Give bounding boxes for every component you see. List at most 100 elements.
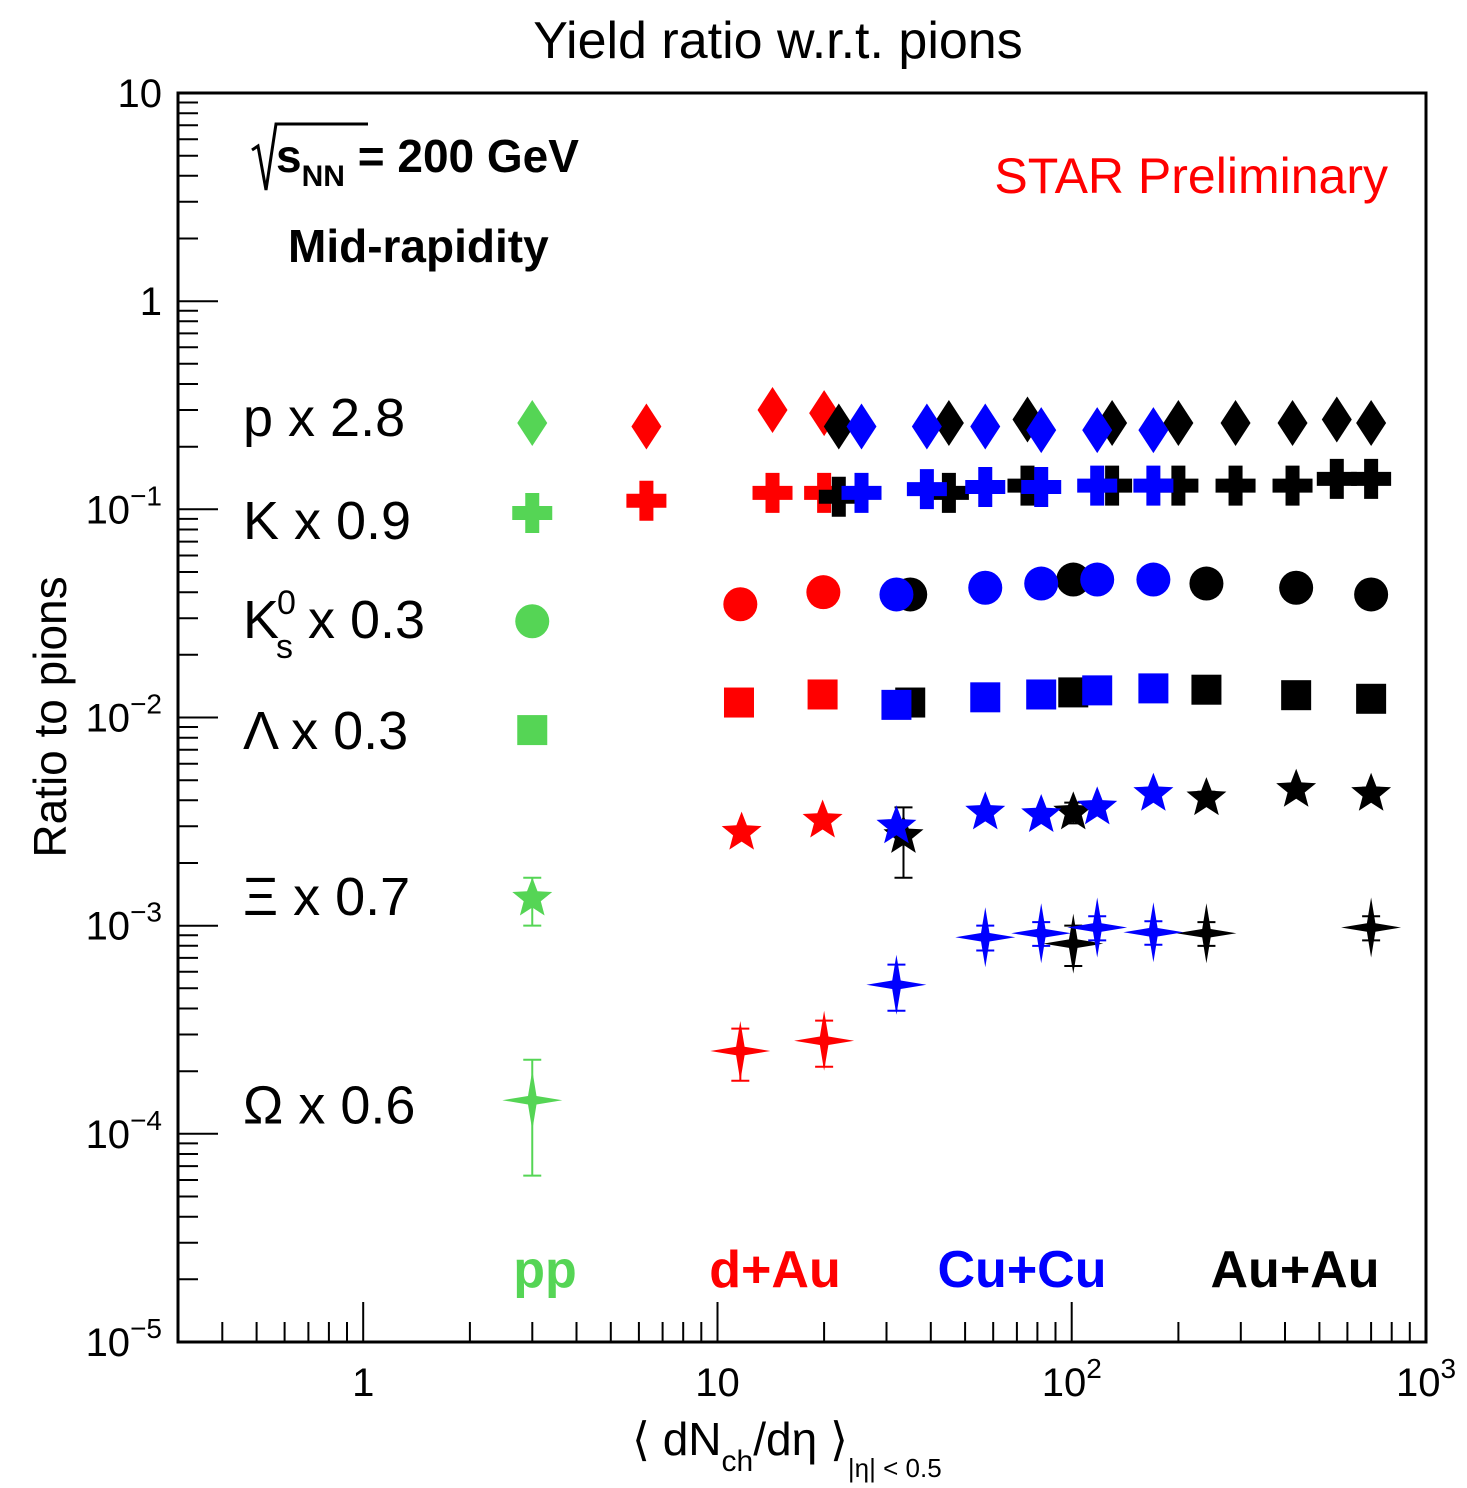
- marker-CuCu-p: [911, 403, 942, 450]
- marker-CuCu-K: [1021, 467, 1062, 508]
- marker-dAu-K: [626, 480, 667, 521]
- marker-AuAu-K: [1158, 465, 1199, 506]
- y-axis-label: Ratio to pions: [24, 576, 76, 857]
- marker-dAu-K: [752, 472, 793, 513]
- marker-AuAu-Xi: [1053, 791, 1094, 830]
- marker-CuCu-K: [1133, 465, 1174, 506]
- marker-CuCu-Xi: [1077, 786, 1118, 825]
- marker-AuAu-Omega: [1341, 897, 1402, 958]
- y-tick-label: 10−5: [86, 1313, 162, 1365]
- marker-CuCu-Lambda: [1082, 675, 1113, 706]
- marker-dAu-Xi: [721, 811, 762, 850]
- marker-AuAu-K: [1215, 465, 1256, 506]
- x-tick-label: 102: [1042, 1353, 1102, 1405]
- data-markers: [502, 387, 1402, 1177]
- x-axis-label-sub1: ch: [722, 1445, 754, 1478]
- energy-subscript: NN: [302, 160, 345, 193]
- marker-AuAu-Omega: [1176, 903, 1237, 964]
- marker-AuAu-K0s: [1189, 566, 1224, 601]
- marker-CuCu-K: [906, 469, 947, 510]
- y-tick-label: 1: [140, 280, 162, 324]
- marker-AuAu-p: [1321, 396, 1352, 443]
- marker-CuCu-K: [1077, 465, 1118, 506]
- marker-AuAu-p: [1356, 399, 1387, 446]
- marker-CuCu-K0s: [1136, 562, 1171, 597]
- marker-CuCu-Xi: [965, 791, 1006, 830]
- species-label: p x 2.8: [243, 388, 405, 448]
- species-label: K x 0.9: [243, 491, 411, 551]
- marker-AuAu-p: [823, 403, 854, 450]
- marker-AuAu-K: [928, 472, 969, 513]
- marker-dAu-K0s: [806, 575, 841, 610]
- marker-AuAu-K0s: [1354, 577, 1389, 612]
- marker-CuCu-p: [1026, 407, 1057, 454]
- marker-pp-K0s: [515, 604, 550, 639]
- species-label: K0 s x 0.3: [243, 584, 425, 666]
- marker-CuCu-Lambda: [881, 689, 912, 720]
- system-label: d+Au: [709, 1241, 840, 1299]
- marker-CuCu-K0s: [968, 570, 1003, 605]
- tick-marks: [177, 92, 1427, 1343]
- marker-CuCu-K0s: [879, 577, 914, 612]
- marker-CuCu-Omega: [1123, 902, 1184, 963]
- y-tick-label: 10−4: [86, 1105, 162, 1157]
- marker-AuAu-p: [1277, 399, 1308, 446]
- marker-CuCu-p: [846, 403, 877, 450]
- marker-dAu-Omega: [710, 1021, 771, 1081]
- energy-annotation: sNN = 200 GeV: [251, 122, 579, 193]
- marker-pp-Omega: [502, 1070, 563, 1131]
- system-label: pp: [513, 1241, 577, 1299]
- energy-value: = 200 GeV: [345, 130, 579, 182]
- x-tick-label: 1: [352, 1361, 374, 1405]
- marker-AuAu-Xi: [1186, 777, 1227, 816]
- x-axis-label-sub2: |η| < 0.5: [848, 1453, 942, 1483]
- marker-dAu-Lambda: [807, 679, 838, 710]
- x-tick-label: 10: [695, 1361, 740, 1405]
- species-label: Λ x 0.3: [243, 701, 408, 761]
- marker-CuCu-Lambda: [1026, 679, 1057, 710]
- marker-CuCu-Omega: [1011, 903, 1072, 964]
- x-axis-label: ⟨ dNch/dη ⟩|η| < 0.5: [632, 1413, 942, 1483]
- marker-dAu-p: [631, 403, 662, 450]
- marker-AuAu-p: [933, 399, 964, 446]
- marker-CuCu-Lambda: [1138, 673, 1169, 704]
- marker-CuCu-K: [965, 467, 1006, 508]
- y-tick-label: 10: [118, 72, 163, 116]
- system-label: Au+Au: [1211, 1241, 1380, 1299]
- marker-AuAu-p: [1220, 399, 1251, 446]
- marker-CuCu-Omega: [866, 954, 927, 1015]
- marker-CuCu-K0s: [1080, 562, 1115, 597]
- marker-CuCu-Xi: [876, 805, 917, 844]
- species-legend: p x 2.8 K x 0.9 K0 s x 0.3 Λ x 0.3 Ξ x 0.7 Ω x…: [243, 388, 425, 1135]
- marker-CuCu-p: [1138, 407, 1169, 454]
- marker-AuAu-Lambda: [1356, 683, 1387, 714]
- y-tick-label: 10−3: [86, 897, 162, 949]
- marker-AuAu-Omega: [1043, 913, 1104, 974]
- marker-AuAu-Xi: [1276, 768, 1317, 807]
- svg-text:sNN = 200 GeV: sNN = 200 GeV: [276, 130, 579, 193]
- y-tick-label: 10−1: [86, 480, 162, 532]
- marker-CuCu-Xi: [1133, 772, 1174, 811]
- marker-AuAu-Lambda: [1281, 680, 1312, 711]
- marker-AuAu-Lambda: [1191, 674, 1222, 705]
- marker-CuCu-K0s: [1024, 566, 1059, 601]
- marker-AuAu-K0s: [1279, 570, 1314, 605]
- axis-tick-labels: 1 10 102 103 10 1 10−1 10−2 10−3 10−4 10−5: [86, 72, 1456, 1405]
- marker-AuAu-K: [1316, 458, 1357, 499]
- marker-CuCu-p: [970, 403, 1001, 450]
- marker-dAu-Lambda: [723, 687, 754, 718]
- marker-AuAu-K: [1351, 458, 1392, 499]
- axis-ticks: [177, 92, 1427, 1343]
- marker-CuCu-Omega: [1067, 897, 1128, 958]
- marker-AuAu-K0s: [1056, 562, 1091, 597]
- marker-dAu-K0s: [723, 587, 758, 622]
- x-tick-label: 103: [1396, 1353, 1456, 1405]
- marker-AuAu-K: [818, 476, 859, 517]
- y-tick-label: 10−2: [86, 689, 162, 741]
- marker-AuAu-K: [1272, 465, 1313, 506]
- marker-pp-Lambda: [517, 715, 548, 746]
- marker-pp-Xi: [512, 877, 553, 916]
- x-axis-label-main: ⟨ dN: [632, 1413, 722, 1465]
- species-label: Ω x 0.6: [243, 1075, 415, 1135]
